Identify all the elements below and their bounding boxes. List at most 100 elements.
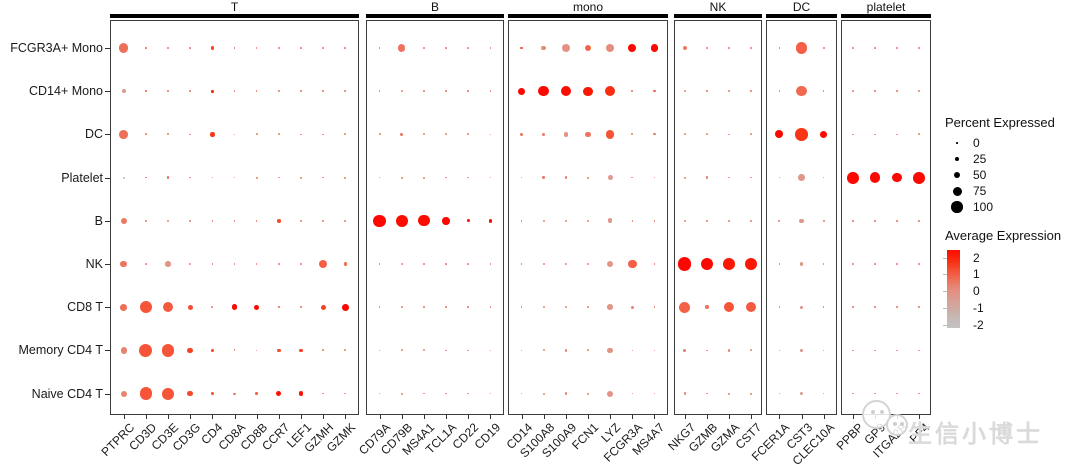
dot-ppbp-cd14+-mono [851,90,854,93]
dot-ccr7-cd8-t [277,306,280,309]
dot-cst3-dc [795,128,808,141]
x-axis-tick [323,415,325,419]
dot-cd22-naive-cd4-t [467,392,469,395]
y-axis-label-nk: NK [85,257,103,271]
dot-ms4a7-dc [653,133,656,136]
dot-gzmh-naive-cd4-t [322,392,324,395]
watermark-eye-icon [893,422,897,426]
y-axis-label-cd8-t: CD8 T [67,300,103,315]
dot-fcer1a-nk [778,263,781,265]
dot-gzma-cd8-t [724,302,735,313]
dot-fcgr3a-b [631,220,634,222]
dot-cd22-cd14+-mono [467,90,469,92]
dot-itga2b-naive-cd4-t [896,392,898,395]
dot-clec10a-naive-cd4-t [822,392,825,395]
dot-cd3g-nk [189,262,192,266]
dot-nkg7-naive-cd4-t [683,392,686,395]
dot-cst3-cd8-t [800,305,803,309]
dot-gzmk-dc [344,133,347,136]
y-axis-label-fcgr3a+-mono: FCGR3A+ Mono [10,41,103,55]
dot-gp9-dc [874,133,876,136]
dot-lef1-memory-cd4-t [299,348,303,353]
dot-ms4a7-nk [653,263,656,265]
dot-cd14-dc [520,133,523,136]
dot-ptprc-cd14+-mono [121,89,126,94]
dot-nkg7-cd8-t [679,301,691,313]
facet-panel-mono [508,20,668,415]
dot-gzmb-dc [705,133,708,136]
dot-ms4a7-platelet [653,176,656,179]
x-axis-tick [588,415,589,419]
dot-itga2b-memory-cd4-t [896,349,898,352]
dot-clec10a-dc [819,130,828,139]
dot-lyz-memory-cd4-t [607,347,613,354]
dot-cd79b-memory-cd4-t [400,349,403,352]
y-axis-tick [105,48,110,49]
dot-ms4a1-memory-cd4-t [422,349,425,352]
dot-pf4-cd14+-mono [918,90,921,93]
dot-cd4-b [211,219,214,222]
dot-nkg7-dc [683,133,686,136]
dot-s100a8-platelet [542,176,545,179]
dot-tcl1a-platelet [445,176,447,179]
dot-tcl1a-fcgr3a+-mono [445,47,447,49]
y-axis-tick [105,350,110,352]
dot-s100a9-naive-cd4-t [564,392,568,395]
dot-cd3e-cd8-t [162,301,174,313]
dot-cd19-fcgr3a+-mono [489,47,492,49]
dot-ms4a1-cd8-t [423,306,425,309]
dot-s100a9-dc [563,132,569,137]
dot-cd79b-fcgr3a+-mono [398,44,406,52]
dot-clec10a-platelet [822,176,825,179]
dot-cd4-fcgr3a+-mono [210,46,215,50]
dot-tcl1a-memory-cd4-t [445,349,447,352]
facet-title-DC: DC [792,0,811,14]
dot-cd19-cd8-t [489,306,492,308]
dot-s100a9-platelet [564,176,568,179]
legend-size-dot-0 [956,142,958,144]
dot-cd3e-nk [165,261,171,267]
dot-gp9-cd14+-mono [874,90,876,92]
dot-gzmh-cd14+-mono [322,90,324,92]
x-axis-tick [190,415,192,419]
x-axis-tick [446,415,448,419]
dot-cd8b-naive-cd4-t [255,392,258,395]
dot-cd3d-fcgr3a+-mono [144,47,147,49]
dot-itga2b-b [896,220,898,222]
dot-lef1-platelet [299,176,302,179]
dot-cd3e-naive-cd4-t [162,387,174,400]
dot-cd19-dc [489,133,492,136]
dot-cd19-b [488,219,493,223]
dot-gp9-fcgr3a+-mono [874,47,876,49]
dot-ptprc-b [120,217,127,224]
dot-clec10a-nk [822,263,825,265]
x-axis-tick [256,415,258,419]
dot-fcgr3a-cd8-t [630,305,634,309]
facet-strip-DC [766,14,837,18]
dot-cd22-b [466,219,470,223]
dot-ptprc-fcgr3a+-mono [119,43,129,53]
x-axis-tick [684,415,686,419]
dot-ms4a7-b [653,220,656,222]
y-axis-label-b: B [94,213,103,228]
dot-ptprc-memory-cd4-t [120,347,127,354]
dot-cd3g-b [189,219,192,222]
dot-cd8a-memory-cd4-t [233,349,236,352]
color-scale-label-2: 2 [973,250,980,265]
x-axis-tick [401,415,403,419]
dot-cd79a-platelet [378,176,381,179]
dot-fcn1-b [587,219,589,222]
dot-ms4a1-platelet [423,176,425,179]
x-axis-tick [379,415,381,419]
dot-fcer1a-dc [775,130,784,139]
dot-gzma-naive-cd4-t [727,392,731,395]
facet-title-mono: mono [572,0,604,14]
dot-gzmh-dc [322,133,324,136]
dot-s100a8-cd14+-mono [538,85,549,97]
dot-lyz-cd8-t [607,304,613,310]
dot-cd8b-memory-cd4-t [255,349,258,352]
dot-itga2b-cd14+-mono [896,90,898,92]
dot-cd8b-platelet [255,176,258,179]
dot-gzmh-cd8-t [320,304,326,310]
